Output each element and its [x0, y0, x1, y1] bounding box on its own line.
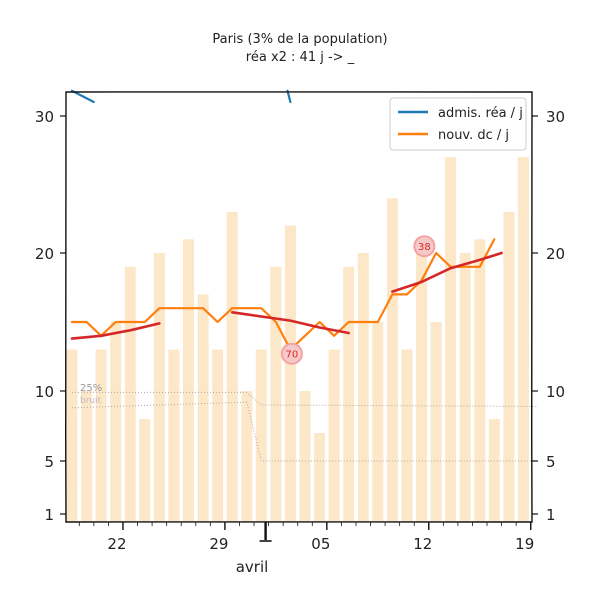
noise-label-top: 25% [80, 383, 102, 394]
bar [255, 349, 267, 522]
y-tick-label-right: 10 [546, 383, 565, 401]
x-tick-label: 12 [413, 535, 432, 553]
bar [357, 253, 369, 522]
bar [95, 349, 107, 522]
bar [139, 419, 151, 522]
bar [517, 157, 529, 522]
series-line-1 [286, 89, 292, 104]
bar [153, 253, 165, 522]
y-tick-label-left: 20 [35, 245, 54, 263]
bar [124, 266, 136, 522]
bar [386, 198, 398, 522]
x-tick-label: 22 [107, 535, 126, 553]
bar [284, 225, 296, 522]
bar [66, 349, 78, 522]
x-tick-label: 19 [515, 535, 534, 553]
bar [168, 349, 180, 522]
y-tick-label-right: 20 [546, 245, 565, 263]
y-tick-label-left: 5 [44, 453, 54, 471]
bar [401, 349, 413, 522]
bar [226, 211, 238, 522]
bar [445, 157, 457, 522]
annotation-label: 70 [286, 350, 299, 361]
bar [110, 322, 122, 522]
bar [372, 322, 384, 522]
bar [299, 391, 311, 522]
bar [474, 239, 486, 523]
legend-entry: nouv. dc / j [438, 128, 509, 143]
y-tick-label-left: 10 [35, 383, 54, 401]
annotation-label: 38 [418, 242, 431, 253]
series-line-3 [391, 251, 503, 293]
bar [81, 391, 93, 522]
series-line-2 [70, 238, 496, 351]
bar [270, 266, 282, 522]
bar [459, 253, 471, 522]
bar [430, 322, 442, 522]
x-tick-label: 05 [311, 535, 330, 553]
bar [197, 294, 209, 522]
annotation-badge [413, 235, 436, 258]
bar [416, 239, 427, 523]
x-tick-label: 29 [209, 535, 228, 553]
annotation-badge [280, 342, 303, 365]
y-tick-label-right: 5 [546, 453, 556, 471]
noise-label-bottom: bruit [80, 396, 102, 406]
bar [241, 391, 253, 522]
x-axis-label: avril [236, 558, 269, 576]
chart-subtitle: réa x2 : 41 j -> _ [245, 50, 355, 65]
y-tick-label-left: 1 [44, 506, 54, 524]
series-line-3 [70, 322, 161, 340]
bar [183, 239, 194, 523]
series-line-3 [230, 311, 350, 335]
y-tick-label-left: 30 [35, 108, 54, 126]
legend-entry: admis. réa / j [438, 106, 523, 121]
noise-lower-line [71, 401, 538, 462]
bar [343, 266, 355, 522]
bar [212, 349, 224, 522]
y-tick-label-right: 1 [546, 506, 556, 524]
bar [314, 433, 326, 522]
plot-frame [65, 91, 533, 523]
noise-upper-line [72, 391, 539, 407]
bar [503, 211, 515, 522]
bar [488, 419, 500, 522]
y-tick-label-right: 30 [546, 108, 565, 126]
bar [328, 349, 340, 522]
chart-title: Paris (3% de la population) [212, 32, 388, 47]
